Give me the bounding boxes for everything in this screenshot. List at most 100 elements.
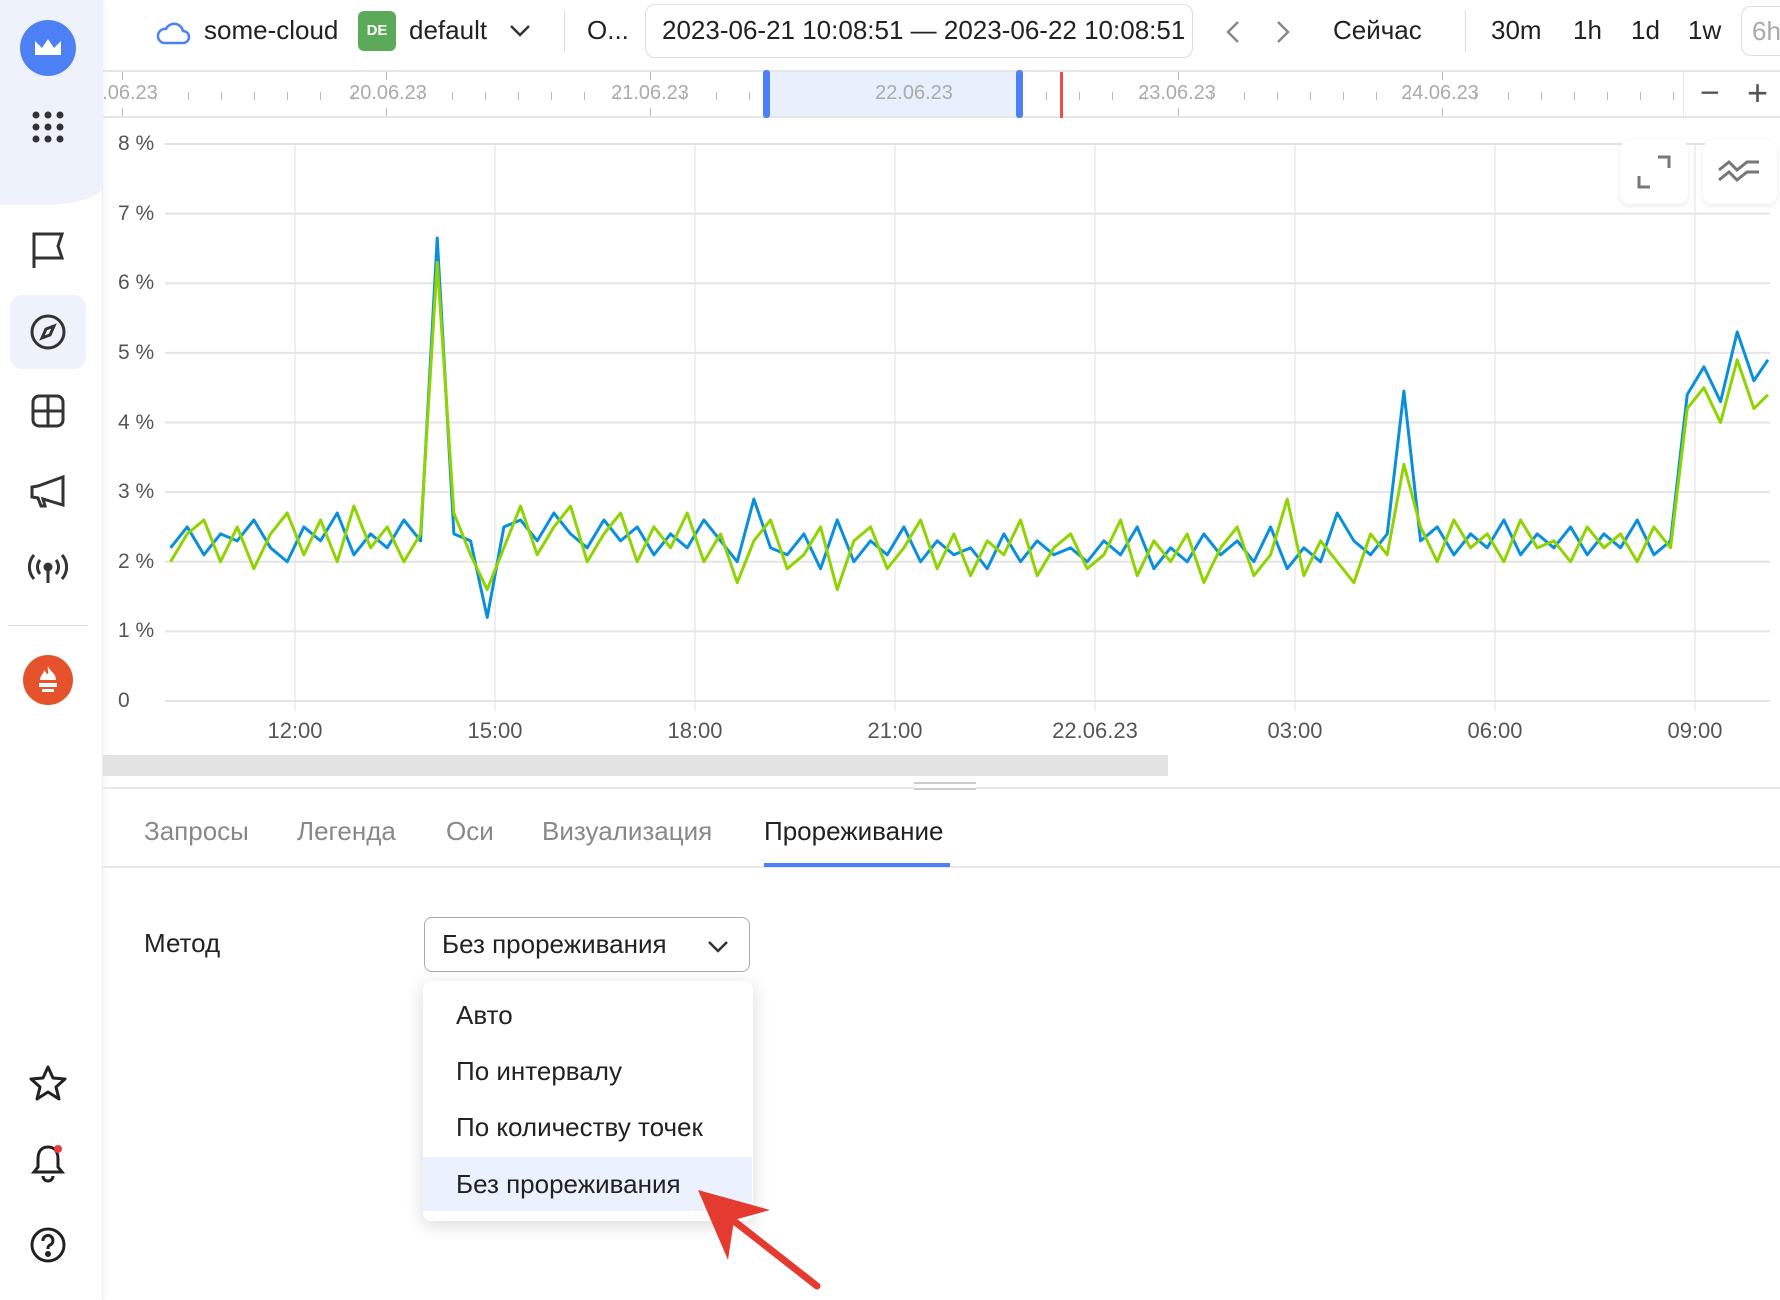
- y-tick-label: 7 %: [118, 201, 155, 225]
- tab-downsampling[interactable]: Прореживание: [764, 816, 944, 846]
- timeline-tick: [188, 92, 189, 100]
- option-by-interval[interactable]: По интервалу: [456, 1056, 622, 1086]
- timeline-tick: [1409, 92, 1410, 100]
- timeline-tick: [650, 108, 651, 116]
- zoom-in-button[interactable]: +: [1747, 72, 1769, 113]
- prometheus-icon[interactable]: [23, 655, 73, 705]
- divider: [564, 10, 565, 52]
- x-tick-label: 03:00: [1267, 718, 1323, 743]
- zoom-out-button[interactable]: −: [1700, 74, 1720, 112]
- preset-1w[interactable]: 1w: [1688, 15, 1722, 45]
- option-by-points[interactable]: По количеству точек: [456, 1112, 703, 1142]
- timeline-tick: [320, 92, 321, 100]
- divider: [1465, 10, 1466, 52]
- option-no-downsampling[interactable]: Без прореживания: [423, 1157, 752, 1211]
- timeline-tick: [1145, 92, 1146, 100]
- timeline-navigator[interactable]: [103, 70, 1780, 118]
- sidebar-divider: [8, 625, 88, 626]
- preset-30m[interactable]: 30m: [1491, 15, 1542, 45]
- star-icon[interactable]: [22, 1058, 74, 1110]
- line-chart: [165, 143, 1770, 711]
- selection-handle-left[interactable]: [763, 70, 770, 118]
- timeline-tick: [221, 92, 222, 100]
- timeline-tick: [1178, 72, 1179, 80]
- timeline-tick: [1442, 72, 1443, 80]
- x-tick-label: 22.06.23: [1052, 718, 1138, 743]
- y-tick-label: 4 %: [118, 410, 155, 434]
- folder-selector[interactable]: default: [409, 15, 488, 45]
- chevron-left-icon[interactable]: [1226, 20, 1240, 44]
- selection-handle-right[interactable]: [1016, 70, 1023, 118]
- timeline-tick: [683, 92, 684, 100]
- timeline-tick: [749, 92, 750, 100]
- tab-queries[interactable]: Запросы: [144, 816, 249, 846]
- preset-1h[interactable]: 1h: [1573, 15, 1602, 45]
- chevron-right-icon[interactable]: [1276, 20, 1290, 44]
- timeline-tick: [419, 92, 420, 100]
- series-line-0: [169, 236, 1770, 619]
- timeline-tick: [485, 92, 486, 100]
- folder-badge: DE: [358, 11, 396, 51]
- method-select-value: Без прореживания: [442, 929, 667, 959]
- megaphone-icon[interactable]: [22, 465, 74, 517]
- sidebar-item-explore-active[interactable]: [10, 295, 86, 369]
- timeline-label: .06.23: [102, 82, 158, 104]
- expand-icon: [1637, 155, 1671, 189]
- resize-handle[interactable]: [914, 782, 976, 790]
- timeline-label: 20.06.23: [349, 82, 427, 104]
- tab-legend[interactable]: Легенда: [297, 816, 396, 846]
- compass-icon[interactable]: [22, 306, 74, 358]
- timeline-tick: [1376, 92, 1377, 100]
- active-tab-indicator: [764, 863, 950, 867]
- overflow-breadcrumb[interactable]: О...: [587, 15, 629, 45]
- time-range-value: 2023-06-21 10:08:51 — 2023-06-22 10:08:5…: [662, 15, 1186, 45]
- tab-axes[interactable]: Оси: [446, 816, 494, 846]
- method-label: Метод: [144, 928, 221, 958]
- timeline-tick: [1508, 92, 1509, 100]
- monitoring-logo-icon[interactable]: [20, 20, 76, 76]
- preset-1d[interactable]: 1d: [1631, 15, 1660, 45]
- time-range-input[interactable]: 2023-06-21 10:08:51 — 2023-06-22 10:08:5…: [645, 4, 1193, 58]
- timeline-tick: [1277, 92, 1278, 100]
- x-tick-label: 21:00: [867, 718, 923, 743]
- timeline-tick: [1244, 92, 1245, 100]
- timeline-tick: [617, 92, 618, 100]
- timeline-tick: [1541, 92, 1542, 100]
- timeline-selection[interactable]: [766, 72, 1020, 116]
- chevron-down-icon[interactable]: [509, 24, 531, 38]
- now-button[interactable]: Сейчас: [1333, 15, 1422, 45]
- timeline-tick: [1607, 92, 1608, 100]
- tabs-divider: [103, 866, 1780, 868]
- fullscreen-button[interactable]: [1620, 140, 1688, 204]
- dashboard-grid-icon[interactable]: [22, 385, 74, 437]
- timeline-tick: [155, 92, 156, 100]
- y-tick-label: 5 %: [118, 340, 155, 364]
- timeline-tick: [1046, 92, 1047, 100]
- preset-6h[interactable]: 6h: [1741, 6, 1780, 56]
- timeline-tick: [386, 72, 387, 80]
- tab-visualization[interactable]: Визуализация: [542, 816, 713, 846]
- chart-type-button[interactable]: [1703, 140, 1777, 204]
- divider: [1683, 72, 1684, 116]
- x-tick-label: 06:00: [1467, 718, 1523, 743]
- timeline-tick: [122, 72, 123, 80]
- x-tick-label: 12:00: [267, 718, 323, 743]
- flag-icon[interactable]: [22, 224, 74, 276]
- x-tick-label: 15:00: [467, 718, 523, 743]
- help-icon[interactable]: [22, 1219, 74, 1271]
- timeline-tick: [353, 92, 354, 100]
- timeline-tick: [1310, 92, 1311, 100]
- horizontal-scrollbar[interactable]: [103, 755, 1168, 776]
- option-auto[interactable]: Авто: [456, 1000, 513, 1030]
- apps-grid-icon[interactable]: [22, 101, 74, 153]
- method-select[interactable]: Без прореживания: [424, 917, 750, 972]
- timeline-label: 21.06.23: [611, 82, 689, 104]
- timeline-tick: [518, 92, 519, 100]
- timeline-tick: [1211, 92, 1212, 100]
- cloud-name[interactable]: some-cloud: [204, 15, 339, 45]
- y-tick-label: 2 %: [118, 549, 155, 573]
- bell-notification-icon[interactable]: [22, 1137, 74, 1189]
- timeline-label: 22.06.23: [875, 82, 953, 104]
- series-line-1: [169, 260, 1770, 592]
- broadcast-icon[interactable]: [22, 543, 74, 595]
